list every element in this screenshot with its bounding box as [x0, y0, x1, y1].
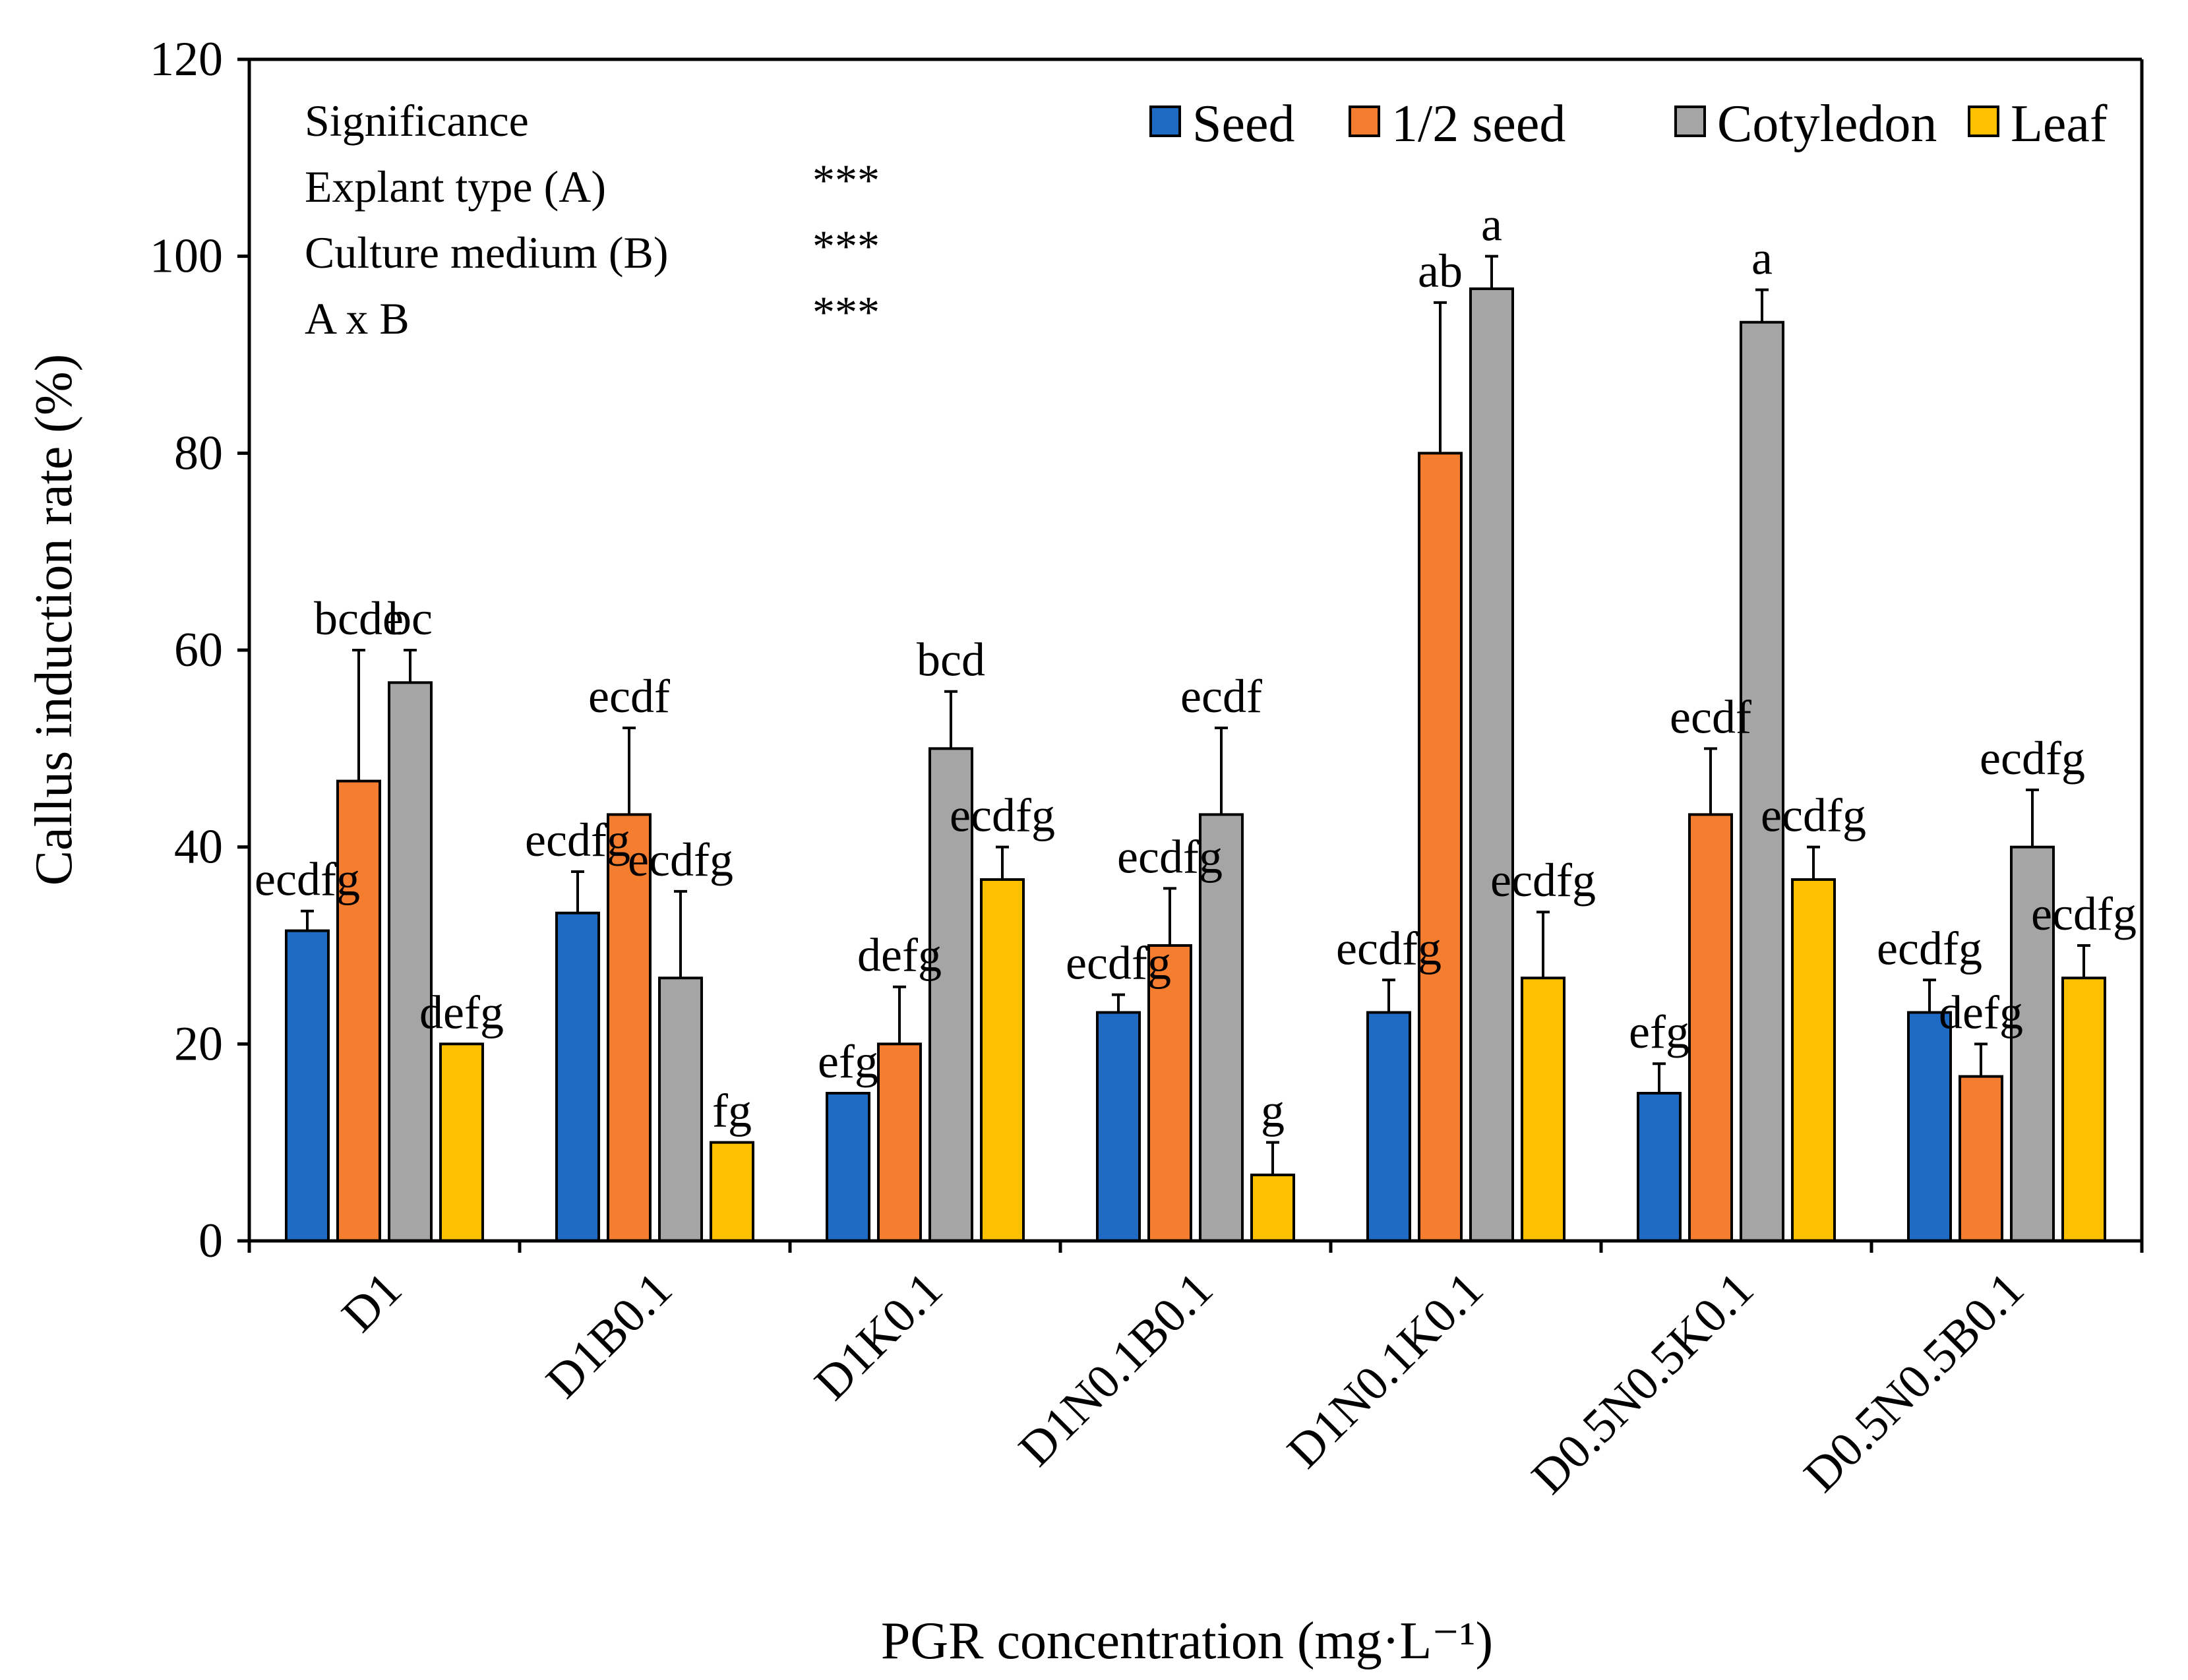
significance-letter: defg [857, 929, 942, 982]
significance-letter: ecdfg [1490, 854, 1596, 907]
significance-letter: ecdfg [1336, 922, 1442, 975]
x-category-label: D1B0.1 [536, 1262, 683, 1408]
significance-row-value: *** [812, 221, 880, 271]
significance-table: Significance Explant type (A) *** Cultur… [305, 96, 880, 344]
legend: Seed 1/2 seed Cotyledon Leaf [1149, 95, 2108, 153]
y-tick-label: 20 [174, 1017, 223, 1071]
category-labels-layer: D1 D1B0.1 D1K0.1 D1N0.1B0.1 D1N0.1K0.1 D0.5N0… [332, 1262, 2034, 1505]
bar [877, 1042, 922, 1243]
ticks-layer: 0 20 40 60 80 100 120 [150, 32, 2144, 1268]
significance-row-label: Explant type (A) [305, 162, 606, 212]
legend-swatch-half-seed [1349, 105, 1380, 137]
bar [285, 929, 330, 1242]
significance-letter: ecdf [588, 670, 670, 723]
significance-row-value: *** [812, 155, 880, 205]
significance-letter: ecdfg [525, 814, 630, 866]
x-category-label: D0.5N0.5B0.1 [1794, 1262, 2034, 1503]
y-tick-label: 120 [150, 32, 223, 86]
significance-letter: ecdfg [255, 853, 360, 906]
bar [1096, 1011, 1141, 1242]
significance-letter: ecdfg [1980, 732, 2085, 785]
significance-letter: a [1481, 198, 1502, 251]
significance-letter: efg [1629, 1005, 1689, 1058]
x-category-label: D0.5N0.5K0.1 [1521, 1262, 1764, 1505]
legend-swatch-cotyledon [1674, 105, 1706, 137]
bar [1366, 1011, 1411, 1242]
error-bars-layer [301, 255, 2090, 1175]
significance-letter: ecdfg [1117, 830, 1223, 883]
bar [1521, 976, 1565, 1243]
significance-letter: ecdf [1180, 670, 1262, 723]
bar [1250, 1173, 1295, 1242]
bar [2010, 845, 2055, 1242]
significance-letter: defg [419, 986, 504, 1038]
bar [439, 1042, 484, 1243]
bar [826, 1092, 870, 1242]
significance-letter: fg [712, 1085, 752, 1137]
bar [1637, 1092, 1682, 1242]
x-axis-title: PGR concentration (mg·L⁻¹) [881, 1612, 1493, 1670]
significance-letter: ecdf [1670, 690, 1751, 743]
x-category-label: D1N0.1K0.1 [1277, 1262, 1494, 1478]
significance-letter: bcde [314, 592, 404, 645]
significance-letter: ab [1418, 245, 1463, 297]
bar [336, 779, 381, 1242]
significance-letter: ecdfg [1066, 937, 1171, 990]
significance-letter: ecdfg [1761, 789, 1866, 842]
legend-label-half-seed: 1/2 seed [1391, 95, 1565, 153]
bar [980, 878, 1025, 1242]
legend-label-leaf: Leaf [2011, 95, 2108, 153]
y-tick-label: 80 [174, 426, 223, 480]
significance-letter: g [1261, 1085, 1285, 1137]
bar [710, 1141, 754, 1242]
y-tick-label: 0 [198, 1214, 223, 1268]
bar [1147, 944, 1192, 1242]
significance-row-label: A x B [305, 293, 410, 344]
significance-letter: ecdfg [1877, 922, 1982, 975]
bar [388, 681, 433, 1242]
significance-letter: bcd [917, 634, 985, 686]
bar [1959, 1075, 2003, 1242]
bar [555, 911, 600, 1242]
bar [1907, 1011, 1952, 1242]
legend-label-seed: Seed [1192, 95, 1295, 153]
bar [1469, 287, 1514, 1242]
significance-letter: ecdfg [628, 833, 733, 886]
bar [658, 976, 703, 1243]
bar [1740, 320, 1784, 1243]
bar [1688, 813, 1733, 1243]
x-category-label: D1K0.1 [805, 1262, 953, 1410]
significance-heading: Significance [305, 96, 529, 146]
bar [1418, 452, 1463, 1242]
bars-layer [285, 287, 2106, 1243]
y-tick-label: 40 [174, 820, 223, 874]
bar [607, 813, 652, 1243]
legend-swatch-leaf [1968, 105, 1999, 137]
significance-letter: defg [1939, 986, 2023, 1038]
significance-row-value: *** [812, 287, 880, 337]
legend-swatch-seed [1149, 105, 1181, 137]
x-category-label: D1 [332, 1262, 412, 1342]
y-axis-title: Callus induction rate (%) [25, 354, 83, 885]
legend-label-cotyledon: Cotyledon [1717, 95, 1937, 153]
significance-letter: a [1751, 231, 1773, 284]
y-tick-label: 60 [174, 623, 223, 677]
x-category-label: D1N0.1B0.1 [1009, 1262, 1223, 1476]
significance-letter: ecdfg [2031, 887, 2137, 940]
y-tick-label: 100 [150, 229, 223, 284]
significance-letter: bc [388, 592, 433, 645]
significance-letter: efg [818, 1035, 878, 1088]
bar [1791, 878, 1836, 1242]
bar [2061, 976, 2106, 1243]
significance-row-label: Culture medium (B) [305, 227, 668, 278]
significance-letters-layer: ecdfgbcdebcdefgecdfgecdfecdfgfgefgdefgbc… [255, 198, 2137, 1137]
significance-letter: ecdfg [950, 789, 1055, 842]
